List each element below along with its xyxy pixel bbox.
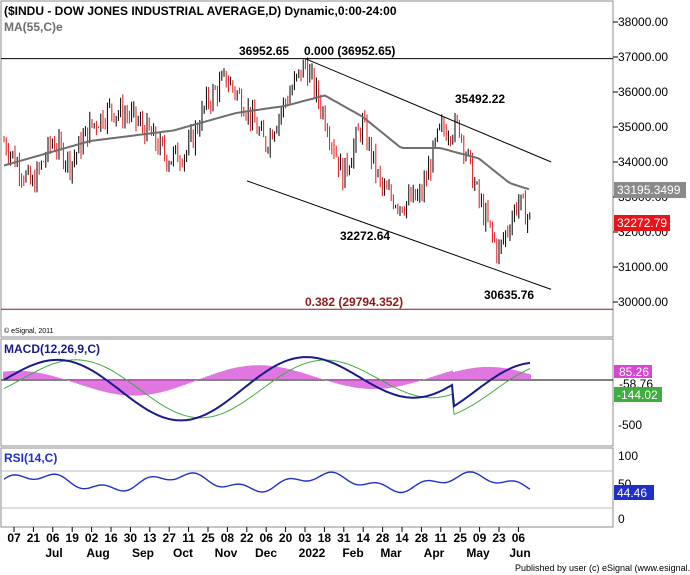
rsi-title: RSI(14,C): [4, 451, 57, 465]
rsi-line: [3, 471, 531, 494]
price-candles: [3, 57, 531, 265]
x-axis-day-label: 14: [357, 531, 371, 545]
x-axis-day-label: 14: [395, 531, 409, 545]
channel-upper-line: [305, 58, 552, 163]
macd-signal-tag: [614, 387, 662, 402]
annotation-high-1: 36952.65: [239, 44, 289, 58]
x-axis-day-label: 21: [27, 531, 41, 545]
x-axis-day-label: 08: [221, 531, 235, 545]
x-axis-day-label: 18: [318, 531, 332, 545]
x-axis-month-label: Aug: [86, 546, 109, 560]
macd-signal-value: -144.02: [617, 388, 658, 402]
price-axis-label: 34000.00: [618, 155, 668, 169]
fib-bottom-label: 0.382 (29794.352): [305, 295, 403, 309]
rsi-tick-100: 100: [618, 449, 638, 463]
ma-label: MA(55,C)e: [4, 20, 63, 34]
x-axis-day-label: 31: [337, 531, 351, 545]
x-axis-month-label: Jun: [509, 546, 530, 560]
macd-tick-minus500: -500: [618, 418, 642, 432]
x-axis-day-label: 23: [492, 531, 506, 545]
x-axis-month-label: Sep: [132, 546, 154, 560]
x-axis-month-label: Dec: [255, 546, 277, 560]
macd-hist-tag: [614, 365, 652, 378]
price-axis-label: 38000.00: [618, 15, 668, 29]
x-axis-day-label: 27: [163, 531, 177, 545]
fib-top-label: 0.000 (36952.65): [304, 44, 395, 58]
x-axis-day-label: 13: [143, 531, 157, 545]
x-axis-day-label: 25: [454, 531, 468, 545]
footer-text: Published by user (c) eSignal (www.esign…: [515, 563, 690, 573]
macd-signal-line: [3, 359, 531, 419]
x-axis-day-label: 16: [104, 531, 118, 545]
x-axis: 07 21 06 19 02 16 30 13 27 11 25 08 22 06 20 03 18 31 14 28…: [7, 527, 531, 560]
x-axis-day-label: 06: [512, 531, 526, 545]
moving-average-line: [3, 94, 530, 191]
x-axis-day-label: 09: [473, 531, 487, 545]
price-axis-label: 37000.00: [618, 50, 668, 64]
x-axis-day-label: 30: [124, 531, 138, 545]
x-axis-day-label: 11: [434, 531, 447, 545]
x-axis-day-label: 06: [46, 531, 60, 545]
last-price-text: 32272.79: [617, 216, 667, 230]
macd-title: MACD(12,26,9,C): [4, 342, 100, 356]
x-axis-day-label: 28: [415, 531, 429, 545]
price-axis-label: 31000.00: [618, 260, 668, 274]
x-axis-month-label: Oct: [173, 546, 193, 560]
x-axis-month-label: Nov: [215, 546, 238, 560]
x-axis-day-label: 22: [240, 531, 254, 545]
rsi-value: 44.46: [617, 486, 647, 500]
x-axis-day-label: 25: [201, 531, 215, 545]
annotation-low-1: 32272.64: [340, 229, 390, 243]
x-axis-month-label: 2022: [299, 546, 326, 560]
x-axis-day-label: 02: [85, 531, 99, 545]
x-axis-day-label: 19: [66, 531, 80, 545]
macd-hist-value: 85.26: [619, 365, 649, 379]
rsi-tick-0: 0: [618, 512, 625, 526]
x-axis-day-label: 28: [376, 531, 390, 545]
credit-label: © eSignal, 2011: [4, 327, 54, 335]
rsi-panel-frame: [0, 447, 614, 528]
x-axis-day-label: 07: [7, 531, 21, 545]
ma-value-tag: [614, 182, 686, 198]
chart-title: ($INDU - DOW JONES INDUSTRIAL AVERAGE,D)…: [4, 4, 397, 18]
price-panel-frame: [0, 0, 614, 338]
x-axis-month-label: Mar: [380, 546, 402, 560]
annotation-low-2: 30635.76: [484, 288, 534, 302]
x-axis-day-label: 11: [182, 531, 195, 545]
price-axis-label: 30000.00: [618, 295, 668, 309]
last-price-tag: [614, 215, 670, 231]
rsi-value-tag: [614, 485, 654, 500]
price-axis: 38000.00 37000.00 36000.00 35000.00 34000.00…: [613, 15, 668, 309]
macd-line: [3, 356, 531, 422]
ma-value-text: 33195.3499: [617, 183, 681, 197]
annotation-high-2: 35492.22: [455, 92, 505, 106]
x-axis-day-label: 06: [260, 531, 274, 545]
x-axis-month-label: May: [466, 546, 490, 560]
price-axis-label: 36000.00: [618, 85, 668, 99]
x-axis-month-label: Feb: [342, 546, 363, 560]
x-axis-month-label: Apr: [424, 546, 445, 560]
x-axis-day-label: 20: [279, 531, 293, 545]
x-axis-day-label: 03: [298, 531, 312, 545]
channel-lower-line: [246, 180, 552, 290]
x-axis-month-label: Jul: [45, 546, 62, 560]
price-axis-label: 35000.00: [618, 120, 668, 134]
